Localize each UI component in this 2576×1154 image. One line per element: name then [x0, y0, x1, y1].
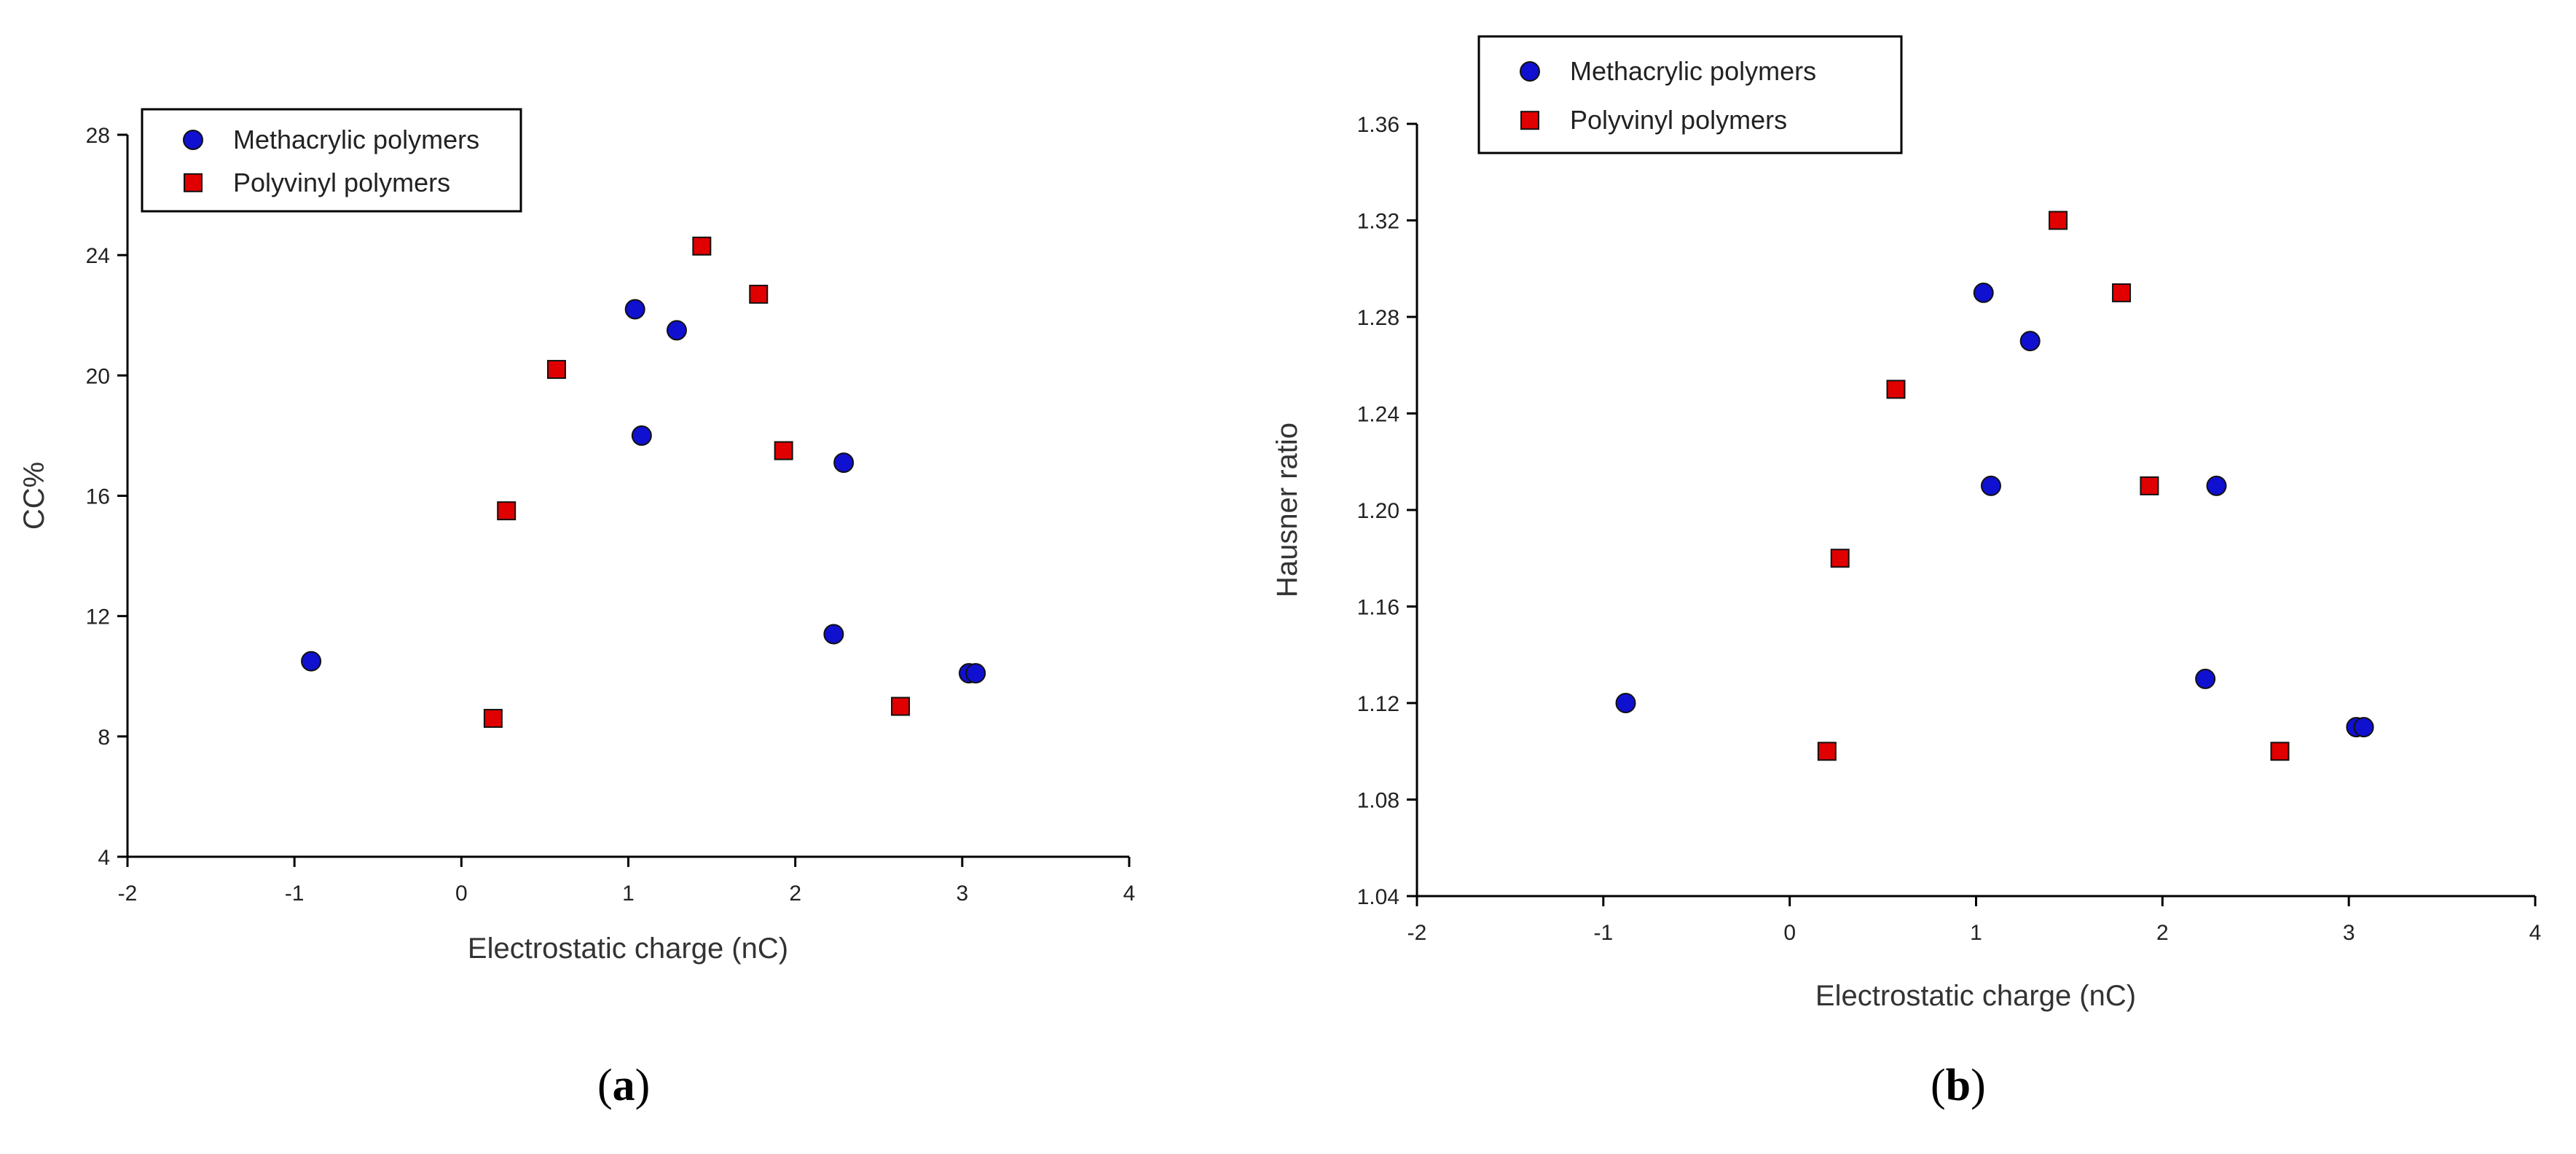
legend-label: Methacrylic polymers	[1570, 56, 1816, 86]
data-point-polyvinyl	[1817, 742, 1837, 761]
legend-marker-polyvinyl	[1520, 111, 1539, 130]
y-tick-label: 8	[98, 726, 110, 750]
data-point-methacrylic	[666, 320, 687, 341]
data-point-methacrylic	[1973, 282, 1994, 303]
x-tick-label: 1	[622, 882, 635, 906]
y-tick-label: 20	[86, 364, 110, 388]
y-tick-label: 4	[98, 846, 110, 870]
y-tick-label: 12	[86, 605, 110, 629]
x-tick-label: 3	[956, 882, 968, 906]
y-tick-label: 24	[86, 244, 110, 268]
data-point-polyvinyl	[2140, 476, 2159, 495]
y-tick-label: 1.20	[1357, 499, 1399, 523]
data-point-methacrylic	[823, 624, 844, 645]
x-tick-label: 1	[1970, 921, 1982, 945]
data-point-methacrylic	[2195, 668, 2216, 689]
legend-label: Polyvinyl polymers	[233, 168, 450, 197]
y-tick-label: 1.32	[1357, 210, 1399, 234]
data-point-polyvinyl	[1830, 549, 1850, 568]
y-tick-label: 1.16	[1357, 596, 1399, 620]
y-tick-label: 1.36	[1357, 113, 1399, 137]
x-axis-title: Electrostatic charge (nC)	[1815, 980, 2136, 1012]
data-point-polyvinyl	[749, 284, 769, 304]
data-point-methacrylic	[624, 299, 645, 320]
y-tick-label: 1.08	[1357, 789, 1399, 813]
x-tick-label: 2	[789, 882, 801, 906]
y-tick-label: 16	[86, 485, 110, 509]
data-point-polyvinyl	[483, 709, 503, 729]
data-point-polyvinyl	[891, 696, 911, 716]
data-point-polyvinyl	[2112, 283, 2132, 302]
legend: Methacrylic polymers Polyvinyl polymers	[1477, 35, 1903, 154]
legend-marker-methacrylic	[183, 130, 203, 150]
x-tick-label: 4	[2529, 921, 2542, 945]
y-axis-title: CC%	[18, 462, 50, 530]
data-point-methacrylic	[965, 663, 986, 684]
data-point-methacrylic	[301, 651, 322, 672]
data-point-methacrylic	[2019, 331, 2041, 352]
data-point-methacrylic	[631, 425, 652, 446]
legend-marker-methacrylic	[1520, 61, 1540, 82]
x-tick-label: -2	[1407, 921, 1427, 945]
data-point-polyvinyl	[2270, 742, 2290, 761]
y-tick-label: 1.24	[1357, 403, 1399, 427]
legend-label: Polyvinyl polymers	[1570, 105, 1787, 135]
panel-label: (a)	[597, 1061, 650, 1110]
legend: Methacrylic polymers Polyvinyl polymers	[141, 108, 522, 213]
x-axis-title: Electrostatic charge (nC)	[468, 933, 788, 965]
x-tick-label: 2	[2156, 921, 2169, 945]
y-tick-label: 28	[86, 124, 110, 148]
x-tick-label: 3	[2343, 921, 2355, 945]
x-tick-label: -1	[285, 882, 305, 906]
data-point-methacrylic	[833, 452, 855, 474]
legend-box	[1477, 35, 1903, 154]
x-tick-label: 0	[1783, 921, 1796, 945]
data-point-polyvinyl	[546, 360, 566, 380]
data-point-methacrylic	[2206, 475, 2227, 496]
legend-marker-polyvinyl	[184, 173, 203, 192]
chart-panel-b: -2 -1 0 1 2 3 4 1.04 1.08 1.12 1.16 1.20 1.24 1.28 1.3…	[1271, 35, 2542, 1110]
data-point-methacrylic	[1615, 693, 1636, 713]
legend-label: Methacrylic polymers	[233, 125, 479, 154]
y-axis-title: Hausner ratio	[1271, 423, 1303, 597]
x-tick-label: 0	[455, 882, 468, 906]
y-tick-label: 1.28	[1357, 306, 1399, 330]
legend-box	[141, 108, 522, 213]
y-tick-label: 1.04	[1357, 885, 1399, 909]
data-point-polyvinyl	[692, 236, 712, 256]
y-tick-label: 1.12	[1357, 692, 1399, 716]
data-point-polyvinyl	[2049, 211, 2068, 230]
data-point-polyvinyl	[1886, 380, 1906, 399]
data-point-methacrylic	[1980, 475, 2001, 496]
data-point-polyvinyl	[497, 501, 517, 521]
x-tick-label: -1	[1593, 921, 1613, 945]
panel-label: (b)	[1931, 1061, 1986, 1110]
x-tick-label: -2	[118, 882, 138, 906]
x-tick-label: 4	[1123, 882, 1136, 906]
data-point-methacrylic	[2353, 717, 2374, 738]
data-point-polyvinyl	[774, 441, 793, 460]
